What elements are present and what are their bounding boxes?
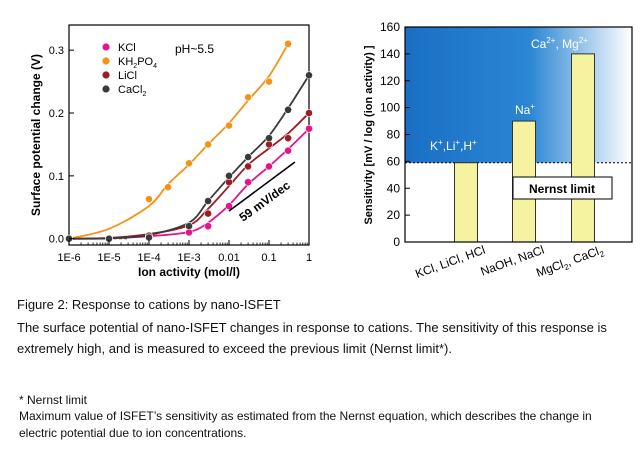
right-y-axis-title: Sensitivity [mV / log (ion activity) ] [363, 45, 375, 224]
legend-label-cacl2: CaCl2 [118, 84, 146, 98]
y-tick-label: 120 [380, 74, 400, 88]
x-tick-label: 1 [306, 252, 312, 264]
point-licl [244, 162, 252, 171]
y-tick-label: 160 [380, 20, 400, 34]
nernst-limit-box: Nernst limit [512, 176, 613, 200]
footnote-body: Maximum value of ISFET’s sensitivity as … [19, 409, 592, 440]
point-cacl2 [244, 153, 252, 161]
left-legend: KCl KH2PO4 LiCl CaCl2 [102, 42, 157, 98]
surface-potential-chart: 1E-6 1E-5 1E-4 1E-3 0.01 0.1 1 0.0 0.1 0.2 0.3 Su… [29, 24, 313, 279]
legend-label-kh2po4: KH2PO4 [118, 56, 157, 70]
y-tick-label: 0.3 [49, 45, 64, 57]
bar-label-ca-mg: Ca2+, Mg2+ [531, 36, 588, 51]
x-tick-label: 1E-3 [177, 252, 200, 264]
footnote-title: * Nernst limit [19, 393, 88, 407]
point-cacl2 [305, 71, 313, 80]
legend-label-licl: LiCl [118, 70, 137, 82]
point-kcl [265, 162, 273, 171]
point-kh2po4 [225, 121, 233, 130]
x-tick-label: 0.01 [218, 252, 239, 264]
figure: 1E-6 1E-5 1E-4 1E-3 0.01 0.1 1 0.0 0.1 0.2 0.3 Su… [29, 20, 633, 282]
nernst-limit-label: Nernst limit [529, 182, 595, 196]
point-kh2po4 [164, 183, 172, 192]
point-kcl [244, 178, 252, 187]
point-licl [305, 109, 313, 117]
legend-marker-licl [102, 71, 110, 79]
sensitivity-chart: 0 20 40 60 80 100 120 140 160 Nernst limit K+,Li… [363, 20, 633, 282]
y-tick-label: 100 [380, 101, 400, 115]
fit-curve-kh2po4 [68, 43, 289, 240]
legend-marker-cacl2 [102, 85, 110, 93]
point-kcl [305, 124, 313, 133]
y-tick-label: 140 [380, 47, 400, 61]
point-kcl [225, 202, 233, 210]
category-label-mgcl2-cacl2: MgCl2, CaCl2 [534, 242, 606, 281]
bar-mgcl2-cacl2 [571, 53, 595, 243]
legend-marker-kcl [102, 43, 110, 51]
point-licl [204, 209, 212, 218]
category-label-kcl-licl-hcl: KCl, LiCl, HCl [413, 243, 487, 281]
point-cacl2 [265, 134, 273, 143]
y-tick-label: 60 [387, 154, 401, 168]
y-tick-label: 40 [387, 181, 401, 195]
y-tick-label: 0.2 [49, 108, 64, 120]
point-kh2po4 [265, 77, 273, 86]
x-tick-label: 1E-6 [57, 252, 80, 264]
bar-label-na: Na+ [515, 102, 535, 117]
left-x-axis-title: Ion activity (mol/l) [138, 265, 240, 279]
figure-caption-title: Figure 2: Response to cations by nano-IS… [17, 297, 281, 312]
y-tick-label: 0 [393, 235, 400, 249]
legend-label-kcl: KCl [118, 42, 136, 54]
y-tick-label: 80 [387, 128, 401, 142]
y-tick-label: 0.0 [49, 234, 64, 246]
right-plot-frame [404, 26, 633, 243]
point-licl [284, 134, 292, 143]
fit-curve-cacl2 [68, 74, 310, 240]
y-tick-label: 20 [387, 208, 401, 222]
point-cacl2 [225, 171, 233, 180]
x-tick-label: 1E-5 [97, 252, 120, 264]
figure-caption-body: The surface potential of nano-ISFET chan… [17, 320, 607, 356]
x-tick-label: 0.1 [261, 252, 276, 264]
bar-label-k-li-h: K+,Li+,H+ [430, 138, 477, 153]
point-kh2po4 [244, 93, 252, 102]
left-y-axis-title: Surface potential change (V) [29, 54, 43, 216]
point-cacl2 [284, 105, 292, 114]
ph-annotation: pH~5.5 [175, 42, 214, 56]
nernst-limit-box-bg [512, 176, 613, 200]
point-kcl [204, 222, 212, 231]
y-tick-label: 0.1 [49, 171, 64, 183]
point-cacl2 [185, 222, 193, 231]
point-kh2po4 [204, 140, 212, 149]
point-kh2po4 [145, 195, 153, 204]
point-cacl2 [145, 233, 153, 242]
point-kh2po4 [284, 39, 292, 48]
point-cacl2 [204, 197, 212, 205]
point-kh2po4 [185, 159, 193, 168]
x-tick-label: 1E-4 [137, 252, 160, 264]
legend-marker-kh2po4 [102, 57, 110, 65]
point-kcl [284, 146, 292, 155]
bar-kcl-licl-hcl [454, 162, 478, 243]
slope-line [228, 161, 296, 212]
